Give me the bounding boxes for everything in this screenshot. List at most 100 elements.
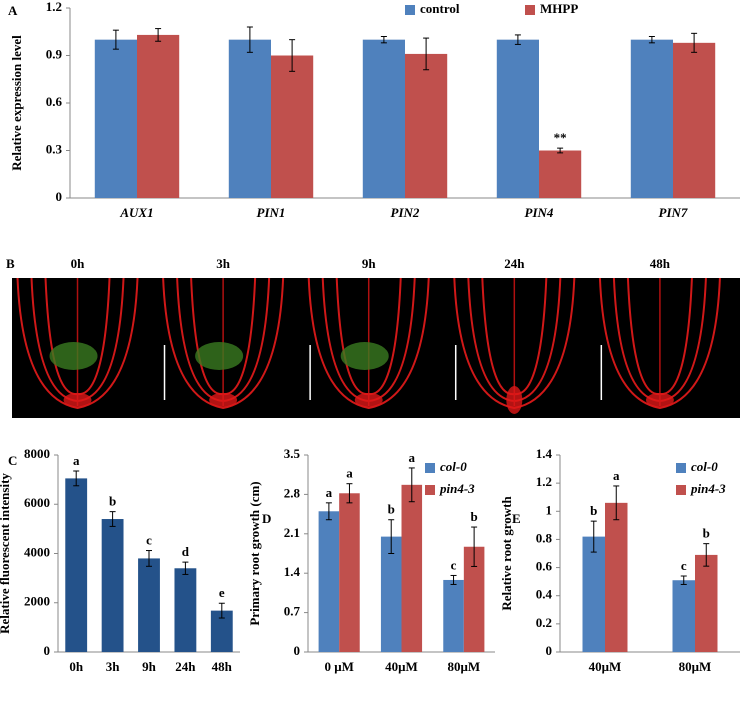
y-tick-label: 1.2 bbox=[536, 474, 552, 489]
x-tick-label: 40μM bbox=[385, 659, 418, 674]
root-cap bbox=[645, 393, 674, 407]
legend-swatch bbox=[425, 485, 435, 495]
significance-label: d bbox=[182, 544, 190, 559]
significance-label: ** bbox=[554, 130, 567, 145]
x-tick-label: 9h bbox=[142, 659, 157, 674]
root-outline bbox=[16, 277, 139, 410]
error-bar bbox=[380, 36, 387, 44]
error-bar bbox=[613, 485, 620, 521]
x-tick-label: 80μM bbox=[679, 659, 712, 674]
bar bbox=[672, 580, 695, 652]
bar bbox=[582, 536, 605, 652]
x-tick-label: 3h bbox=[106, 659, 121, 674]
y-tick-label: 0 bbox=[56, 189, 63, 204]
error-bar bbox=[450, 574, 457, 585]
bar bbox=[496, 39, 539, 198]
bar bbox=[94, 39, 137, 198]
bar bbox=[65, 478, 88, 652]
bar bbox=[605, 502, 628, 652]
x-tick-label: AUX1 bbox=[119, 205, 153, 220]
bar bbox=[271, 55, 314, 198]
x-tick-label: 24h bbox=[175, 659, 196, 674]
error-bar bbox=[590, 520, 597, 553]
x-tick-label: PIN7 bbox=[659, 205, 688, 220]
y-tick-label: 0.4 bbox=[536, 587, 553, 602]
y-tick-label: 0.7 bbox=[284, 604, 301, 619]
legend-swatch bbox=[525, 5, 535, 15]
root-tip bbox=[598, 277, 721, 410]
error-bar bbox=[557, 147, 564, 154]
time-label: 3h bbox=[216, 256, 231, 271]
error-bar bbox=[155, 28, 162, 42]
error-bar bbox=[246, 26, 253, 53]
root-cap bbox=[354, 393, 383, 407]
root-outline bbox=[598, 277, 721, 410]
significance-label: a bbox=[346, 466, 353, 481]
error-bar bbox=[408, 467, 415, 503]
error-bar bbox=[112, 29, 119, 50]
y-tick-label: 2.8 bbox=[284, 485, 301, 500]
legend-swatch bbox=[676, 463, 686, 473]
significance-label: a bbox=[73, 453, 80, 468]
y-tick-label: 0.2 bbox=[536, 615, 552, 630]
bar bbox=[210, 610, 233, 652]
root-tip bbox=[16, 277, 139, 410]
x-tick-label: PIN2 bbox=[391, 205, 420, 220]
y-tick-label: 0 bbox=[546, 643, 553, 658]
significance-label: b bbox=[109, 494, 116, 509]
time-label: 9h bbox=[362, 256, 377, 271]
root-cap bbox=[63, 393, 92, 407]
y-axis-label: Relative root growth bbox=[499, 496, 514, 611]
gfp-signal bbox=[340, 342, 389, 370]
y-axis-label: Relative fluorescent intensity bbox=[0, 473, 12, 634]
y-tick-label: 0.8 bbox=[536, 530, 553, 545]
panel-label: E bbox=[512, 511, 521, 526]
legend-label: MHPP bbox=[540, 1, 578, 16]
significance-label: b bbox=[388, 502, 395, 517]
significance-label: a bbox=[409, 450, 416, 465]
legend-swatch bbox=[425, 463, 435, 473]
bar bbox=[405, 53, 448, 198]
time-label: 24h bbox=[504, 256, 525, 271]
panel-label: B bbox=[6, 256, 15, 271]
bar bbox=[443, 579, 464, 652]
legend-label: col-0 bbox=[691, 459, 718, 474]
gfp-signal bbox=[195, 342, 244, 370]
bar bbox=[463, 546, 485, 652]
root-outline bbox=[307, 277, 430, 410]
error-bar bbox=[703, 543, 710, 567]
bar bbox=[339, 493, 360, 652]
bar bbox=[539, 150, 582, 198]
error-bar bbox=[471, 526, 478, 567]
panel-label: D bbox=[262, 511, 271, 526]
bar bbox=[630, 39, 673, 198]
error-bar bbox=[289, 39, 296, 72]
x-tick-label: 80μM bbox=[448, 659, 481, 674]
root-tip bbox=[162, 277, 285, 410]
error-bar bbox=[691, 32, 698, 53]
significance-label: e bbox=[219, 585, 225, 600]
significance-label: b bbox=[703, 526, 710, 541]
significance-label: b bbox=[471, 509, 478, 524]
bar bbox=[695, 554, 718, 652]
gfp-signal bbox=[49, 342, 98, 370]
significance-label: c bbox=[451, 557, 457, 572]
error-bar bbox=[514, 34, 521, 45]
bar bbox=[362, 39, 405, 198]
y-tick-label: 0.3 bbox=[46, 141, 63, 156]
y-tick-label: 1.4 bbox=[284, 564, 301, 579]
significance-label: c bbox=[681, 558, 687, 573]
panel-label: A bbox=[8, 3, 18, 18]
error-bar bbox=[423, 37, 430, 71]
y-tick-label: 0.9 bbox=[46, 46, 63, 61]
root-tip bbox=[307, 277, 430, 410]
legend-label: pin4-3 bbox=[439, 481, 475, 496]
y-tick-label: 1.2 bbox=[46, 0, 62, 14]
bar bbox=[673, 42, 716, 199]
error-bar bbox=[325, 502, 332, 521]
error-bar bbox=[680, 575, 687, 585]
bar bbox=[174, 568, 197, 652]
error-bar bbox=[648, 36, 655, 44]
y-tick-label: 4000 bbox=[24, 544, 50, 559]
time-label: 48h bbox=[650, 256, 671, 271]
